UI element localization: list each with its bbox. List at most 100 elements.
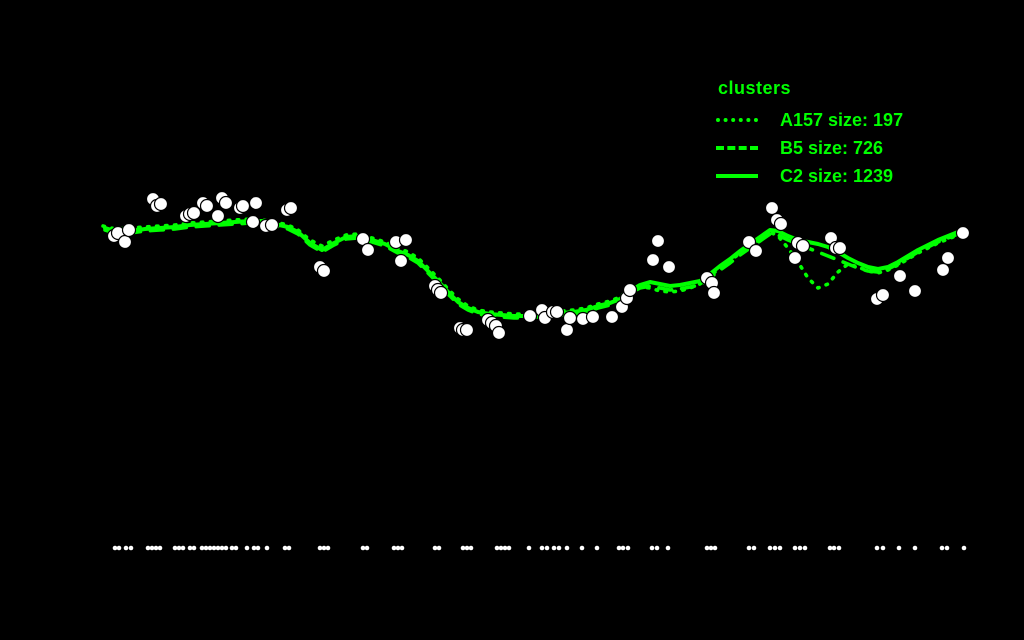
legend-entry-label: C2 size: 1239 [780,165,894,186]
dashed-line-swatch [716,146,758,150]
rug-point [616,545,622,551]
data-point [706,285,722,301]
data-point [248,195,264,211]
rug-point [317,545,323,551]
rug-point [207,545,213,551]
rug-point [149,545,155,551]
data-point [316,263,332,279]
rug-point [649,545,655,551]
rug-point [544,545,550,551]
rug-point [564,545,570,551]
data-point [907,283,923,299]
legend-entry-a157: A157 size: 197 [716,106,903,134]
rug-point [112,545,118,551]
rug-point [526,545,532,551]
data-point [748,243,764,259]
rug-point [128,545,134,551]
data-point [940,250,956,266]
rug-point [251,545,257,551]
data-point [773,216,789,232]
rug-point [767,545,773,551]
rug-point [123,545,129,551]
rug-point [211,545,217,551]
rug-point [321,545,327,551]
legend-title: clusters [718,78,792,98]
rug-point [464,545,470,551]
rug-point [620,545,626,551]
data-point [650,233,666,249]
data-point [661,259,677,275]
rug-point [939,545,945,551]
rug-point [751,545,757,551]
rug-point [229,545,235,551]
rug-point [145,545,151,551]
rug-point [199,545,205,551]
rug-point [325,545,331,551]
rug-point [654,545,660,551]
rug-point [157,545,163,551]
rug-point [506,545,512,551]
data-point [199,198,215,214]
rug-point [944,545,950,551]
data-point [549,304,565,320]
rug-point [233,545,239,551]
rug-point [244,545,250,551]
rug-point [494,545,500,551]
data-point [832,240,848,256]
rug-point [391,545,397,551]
data-point [935,262,951,278]
data-point [875,287,891,303]
data-point [117,234,133,250]
rug-point [436,545,442,551]
data-point [522,308,538,324]
legend-entry-label: B5 size: 726 [780,137,884,158]
rug-point [223,545,229,551]
rug-point [286,545,292,551]
data-point [433,285,449,301]
data-point [121,222,137,238]
rug-point [176,545,182,551]
rug-point [777,545,783,551]
legend-entry-c2: C2 size: 1239 [716,162,903,190]
rug-point [282,545,288,551]
rug-point [395,545,401,551]
rug-point [880,545,886,551]
rug-point [399,545,405,551]
rug-point [712,545,718,551]
rug-point [874,545,880,551]
legend-entry-label: A157 size: 197 [780,109,904,130]
rug-point [746,545,752,551]
data-point [245,214,261,230]
data-point [604,309,620,325]
dotted-line-swatch [716,118,758,122]
data-point [398,232,414,248]
data-point [459,322,475,338]
legend: clusters A157 size: 197 B5 size: 726 C2 … [716,78,903,190]
rug-point [502,545,508,551]
rug-point [460,545,466,551]
rug-point [594,545,600,551]
rug-point [579,545,585,551]
rug-point [468,545,474,551]
rug-point [116,545,122,551]
data-point [235,198,251,214]
data-point [892,268,908,284]
rug-point [432,545,438,551]
data-point [218,195,234,211]
data-point [955,225,971,241]
data-point [795,238,811,254]
rug-point [215,545,221,551]
data-point [264,217,280,233]
rug-point [912,545,918,551]
rug-point [665,545,671,551]
rug-point [172,545,178,551]
data-point [562,310,578,326]
rug-point [708,545,714,551]
data-point [393,253,409,269]
rug-point [219,545,225,551]
solid-line-swatch [716,174,758,178]
legend-entry-b5: B5 size: 726 [716,134,903,162]
